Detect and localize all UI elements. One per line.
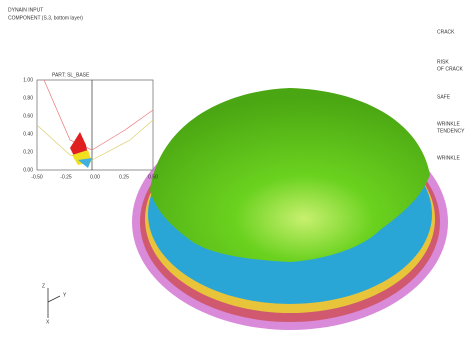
y-tick-label: 1.00 <box>23 77 33 83</box>
y-tick-label: 0.80 <box>23 95 33 101</box>
inset-plot: PART: SL_BASE <box>37 72 153 170</box>
x-tick-label: 0.25 <box>119 174 129 180</box>
legend-label: CRACK <box>437 29 455 35</box>
legend-label: SAFE <box>437 94 451 100</box>
x-tick-label: 0.00 <box>90 174 100 180</box>
triad-label: X <box>46 319 50 325</box>
header-subtitle: COMPONENT (S.3, bottom layer) <box>8 15 83 21</box>
x-tick-label: 0.50 <box>148 174 158 180</box>
y-tick-label: 0.00 <box>23 167 33 173</box>
inset-frame <box>37 80 153 170</box>
x-tick-label: -0.25 <box>60 174 72 180</box>
legend-label: TENDENCY <box>437 128 465 134</box>
viewport: DYNAIN INPUT COMPONENT (S.3, bottom laye… <box>0 0 465 338</box>
header-title: DYNAIN INPUT <box>8 7 43 13</box>
y-tick-label: 0.20 <box>23 149 33 155</box>
legend-label: RISK <box>437 59 449 65</box>
legend-label: WRINKLE <box>437 155 460 161</box>
legend-label: WRINKLE <box>437 121 460 127</box>
triad-label: Z <box>42 283 45 289</box>
x-tick-label: -0.50 <box>31 174 43 180</box>
legend-label: OF CRACK <box>437 66 464 72</box>
axis-triad <box>48 288 60 318</box>
y-tick-label: 0.60 <box>23 113 33 119</box>
inset-title: PART: SL_BASE <box>52 72 90 78</box>
triad-label: Y <box>63 292 67 298</box>
page: DYNAIN INPUT COMPONENT (S.3, bottom laye… <box>0 0 465 338</box>
y-tick-label: 0.40 <box>23 131 33 137</box>
